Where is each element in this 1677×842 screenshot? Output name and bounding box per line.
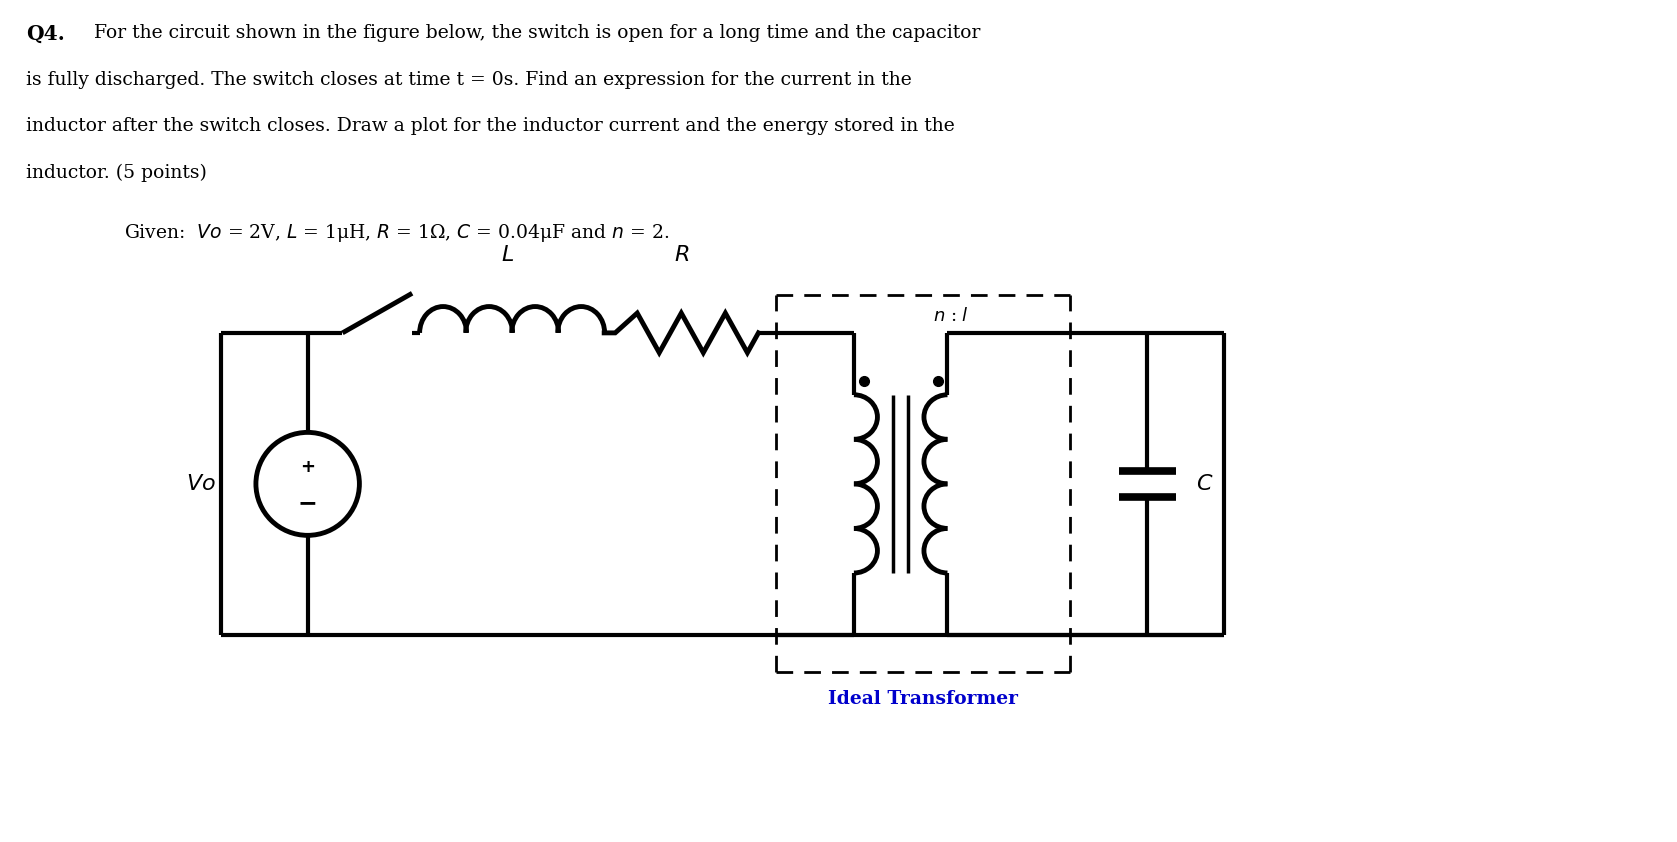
Text: For the circuit shown in the figure below, the switch is open for a long time an: For the circuit shown in the figure belo… — [94, 24, 979, 42]
Text: inductor. (5 points): inductor. (5 points) — [27, 163, 206, 182]
Text: $\it{Vo}$: $\it{Vo}$ — [186, 473, 216, 495]
Text: Ideal Transformer: Ideal Transformer — [828, 690, 1018, 708]
Text: $L$: $L$ — [501, 243, 513, 265]
Text: Q4.: Q4. — [27, 24, 65, 44]
Text: $C$: $C$ — [1196, 473, 1214, 495]
Text: inductor after the switch closes. Draw a plot for the inductor current and the e: inductor after the switch closes. Draw a… — [27, 117, 954, 135]
Text: is fully discharged. The switch closes at time t = 0s. Find an expression for th: is fully discharged. The switch closes a… — [27, 71, 912, 88]
Text: $\it{n}$ : $\it{l}$: $\it{n}$ : $\it{l}$ — [932, 307, 968, 325]
Text: +: + — [300, 458, 315, 476]
Text: Given:  $\it{Vo}$ = 2V, $\it{L}$ = 1μH, $\it{R}$ = 1Ω, $\it{C}$ = 0.04μF and $\i: Given: $\it{Vo}$ = 2V, $\it{L}$ = 1μH, $… — [124, 222, 669, 244]
Text: $R$: $R$ — [674, 243, 689, 265]
Text: −: − — [299, 491, 317, 514]
